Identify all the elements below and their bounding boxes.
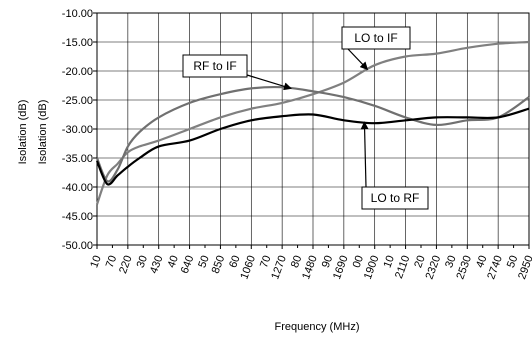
- callout-lo-to-rf-label: LO to RF: [371, 191, 420, 205]
- callout-lo-to-rf: LO to RF: [360, 121, 429, 210]
- x-minor-tick-label: 20: [412, 254, 427, 270]
- callout-rf-to-if-box: [182, 54, 248, 78]
- x-minor-tick-label: 30: [443, 254, 458, 270]
- x-tick-label: 10: [88, 254, 103, 270]
- x-minor-tick-label: 40: [474, 254, 489, 270]
- y-tick-label: -10.00: [62, 8, 93, 20]
- grid: [96, 12, 530, 246]
- x-minor-tick-label: 00: [351, 254, 366, 270]
- y-tick-label: -15.00: [62, 37, 93, 49]
- y-axis-title-inner: Isolation (dB): [37, 100, 49, 165]
- y-tick-label: -30.00: [62, 124, 93, 136]
- callout-lo-to-if-label: LO to IF: [354, 31, 397, 45]
- x-tick-label: 430: [148, 254, 166, 275]
- callout-lo-to-rf-box: [361, 186, 429, 210]
- x-axis-title: Frequency (MHz): [275, 321, 360, 333]
- y-tick-label: -25.00: [62, 95, 93, 107]
- y-tick-label: -40.00: [62, 182, 93, 194]
- callouts: RF to IF LO to IF LO to RF: [182, 26, 429, 210]
- x-minor-tick-label: 70: [258, 254, 273, 270]
- x-tick-label: 850: [210, 254, 228, 275]
- series-line-rf-to-if: [95, 85, 530, 183]
- x-tick-label: 640: [179, 254, 197, 275]
- x-minor-tick-label: 40: [165, 254, 180, 270]
- x-minor-tick-label: 80: [289, 254, 304, 270]
- callout-lo-to-rf-arrow: [360, 121, 369, 188]
- x-minor-tick-label: 50: [505, 254, 520, 270]
- x-minor-tick-label: 10: [381, 254, 396, 270]
- callout-rf-to-if-label: RF to IF: [193, 59, 236, 73]
- y-tick-label: -50.00: [62, 240, 93, 252]
- callout-rf-to-if: RF to IF: [182, 54, 292, 91]
- series-line-lo-to-if: [95, 40, 530, 205]
- callout-lo-to-if: LO to IF: [341, 26, 411, 71]
- callout-lo-to-if-box: [341, 26, 411, 50]
- series: [95, 40, 530, 205]
- callout-rf-to-if-arrow: [246, 74, 292, 91]
- series-line-lo-to-rf: [95, 107, 530, 186]
- x-minor-tick-label: 30: [135, 254, 150, 270]
- x-minor-tick-label: 60: [227, 254, 242, 270]
- x-minor-tick-label: 50: [196, 254, 211, 270]
- x-minor-tick-label: 90: [320, 254, 335, 270]
- x-minor-tick-label: 70: [104, 254, 119, 270]
- y-axis-title-outer: Isolation (dB): [17, 100, 29, 165]
- x-tick-label: 220: [117, 254, 135, 275]
- y-tick-label: -45.00: [62, 211, 93, 223]
- callout-lo-to-if-arrow: [347, 48, 369, 71]
- y-tick-label: -20.00: [62, 66, 93, 78]
- y-tick-label: -35.00: [62, 153, 93, 165]
